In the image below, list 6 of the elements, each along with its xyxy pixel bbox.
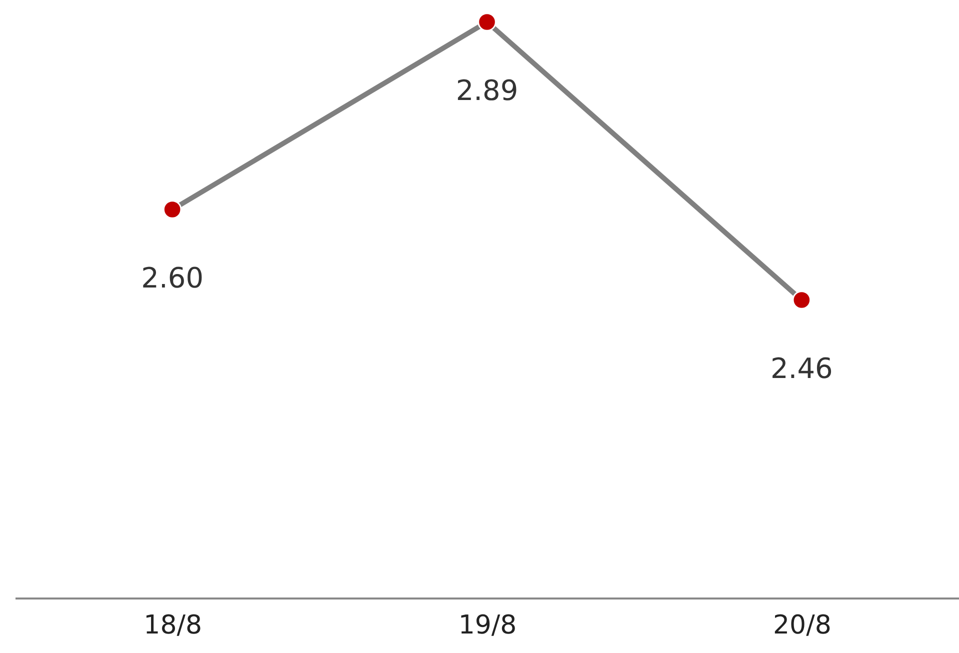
x-tick-label: 18/8 <box>144 610 202 640</box>
x-tick-label: 19/8 <box>458 610 517 640</box>
data-label: 2.89 <box>456 74 518 107</box>
data-label: 2.46 <box>770 352 833 385</box>
x-tick-label: 20/8 <box>772 610 832 640</box>
data-label: 2.60 <box>141 261 204 294</box>
